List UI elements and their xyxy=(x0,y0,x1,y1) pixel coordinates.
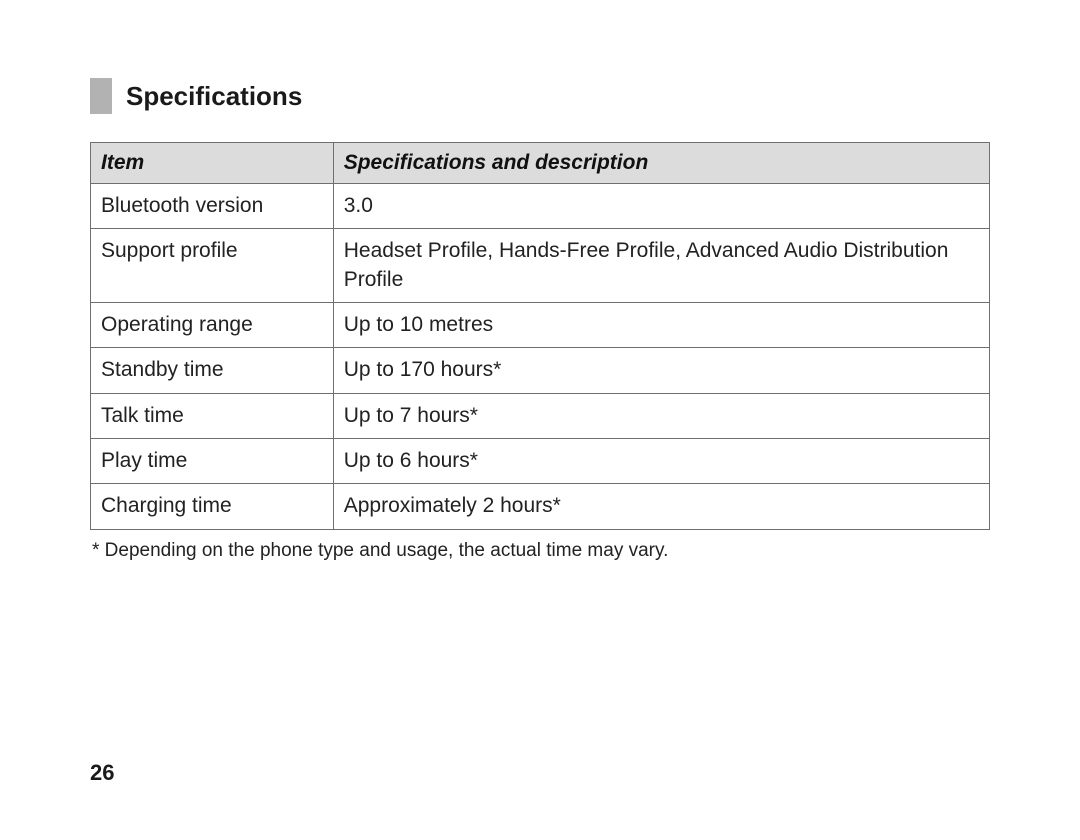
document-page: Specifications Item Specifications and d… xyxy=(0,0,1080,562)
cell-desc: Up to 7 hours* xyxy=(333,393,989,438)
table-row: Talk time Up to 7 hours* xyxy=(91,393,990,438)
table-row: Operating range Up to 10 metres xyxy=(91,303,990,348)
cell-desc: Up to 170 hours* xyxy=(333,348,989,393)
heading-accent-bar xyxy=(90,78,112,114)
table-row: Play time Up to 6 hours* xyxy=(91,439,990,484)
cell-desc: Headset Profile, Hands-Free Profile, Adv… xyxy=(333,229,989,303)
cell-item: Standby time xyxy=(91,348,334,393)
section-heading: Specifications xyxy=(90,78,990,114)
cell-item: Charging time xyxy=(91,484,334,529)
cell-desc: Up to 10 metres xyxy=(333,303,989,348)
cell-item: Support profile xyxy=(91,229,334,303)
table-header-row: Item Specifications and description xyxy=(91,143,990,184)
heading-text: Specifications xyxy=(126,81,302,112)
footnote-text: * Depending on the phone type and usage,… xyxy=(90,540,990,562)
table-row: Charging time Approximately 2 hours* xyxy=(91,484,990,529)
cell-desc: Approximately 2 hours* xyxy=(333,484,989,529)
table-row: Standby time Up to 170 hours* xyxy=(91,348,990,393)
cell-desc: 3.0 xyxy=(333,184,989,229)
cell-item: Play time xyxy=(91,439,334,484)
cell-item: Talk time xyxy=(91,393,334,438)
table-row: Bluetooth version 3.0 xyxy=(91,184,990,229)
cell-item: Bluetooth version xyxy=(91,184,334,229)
table-row: Support profile Headset Profile, Hands-F… xyxy=(91,229,990,303)
cell-item: Operating range xyxy=(91,303,334,348)
specifications-table: Item Specifications and description Blue… xyxy=(90,142,990,530)
page-number: 26 xyxy=(90,760,114,786)
header-item: Item xyxy=(91,143,334,184)
header-desc: Specifications and description xyxy=(333,143,989,184)
cell-desc: Up to 6 hours* xyxy=(333,439,989,484)
